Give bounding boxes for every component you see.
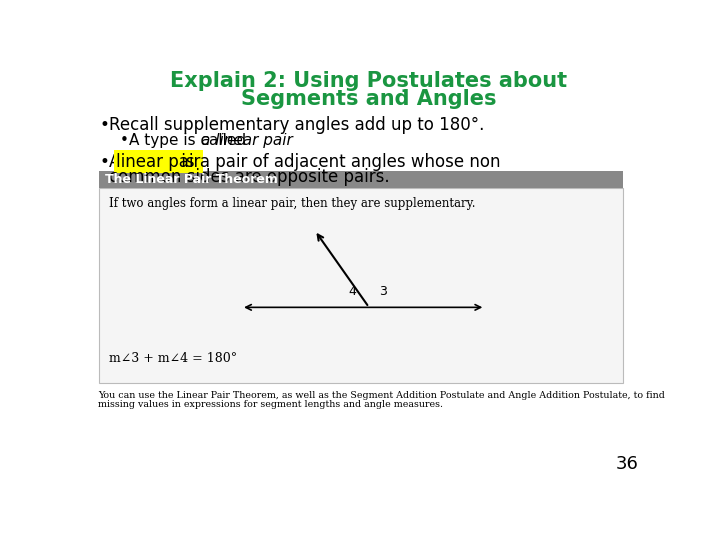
Text: common sides are opposite pairs.: common sides are opposite pairs. bbox=[109, 168, 390, 186]
Text: m∠3 + m∠4 = 180°: m∠3 + m∠4 = 180° bbox=[109, 352, 237, 365]
Text: If two angles form a linear pair, then they are supplementary.: If two angles form a linear pair, then t… bbox=[109, 197, 475, 210]
Text: a linear pair: a linear pair bbox=[201, 132, 293, 147]
Bar bbox=[99, 188, 624, 383]
Text: You can use the Linear Pair Theorem, as well as the Segment Addition Postulate a: You can use the Linear Pair Theorem, as … bbox=[98, 390, 665, 400]
Text: missing values in expressions for segment lengths and angle measures.: missing values in expressions for segmen… bbox=[98, 400, 443, 409]
Text: 4: 4 bbox=[348, 285, 356, 298]
Text: •: • bbox=[120, 132, 128, 147]
Text: A: A bbox=[109, 153, 125, 171]
Text: •: • bbox=[99, 116, 109, 133]
Text: Recall supplementary angles add up to 180°.: Recall supplementary angles add up to 18… bbox=[109, 116, 484, 133]
Text: linear pair: linear pair bbox=[117, 153, 201, 171]
Text: A type is called: A type is called bbox=[129, 132, 251, 147]
Bar bbox=[99, 171, 624, 188]
Text: is a pair of adjacent angles whose non: is a pair of adjacent angles whose non bbox=[176, 153, 500, 171]
Text: •: • bbox=[99, 153, 109, 171]
Text: Segments anḋ Angles: Segments anḋ Angles bbox=[241, 90, 497, 110]
Text: Explain 2: Using Postulates about: Explain 2: Using Postulates about bbox=[171, 71, 567, 91]
Text: 36: 36 bbox=[616, 455, 639, 473]
Text: The Linear Pair Theorem: The Linear Pair Theorem bbox=[104, 173, 278, 186]
Text: 3: 3 bbox=[379, 285, 387, 298]
